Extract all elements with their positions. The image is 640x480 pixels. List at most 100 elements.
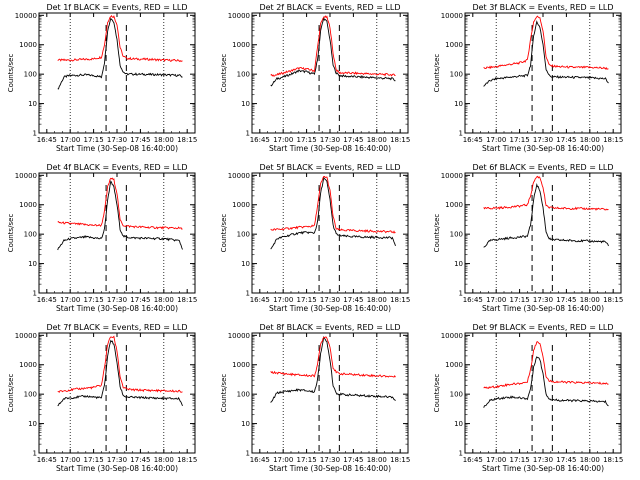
y-tick-label: 10000: [441, 172, 463, 180]
y-tick-label: 10000: [228, 12, 250, 20]
x-tick-label: 17:45: [343, 296, 363, 304]
y-tick-label: 1000: [232, 201, 250, 209]
x-tick-label: 16:45: [463, 136, 483, 144]
x-tick-label: 17:30: [107, 456, 127, 464]
panel-title: Det 7f BLACK = Events, RED = LLD: [46, 323, 187, 332]
lld-series-line: [484, 176, 609, 210]
x-tick-label: 17:00: [273, 136, 293, 144]
x-tick-label: 17:30: [320, 136, 340, 144]
x-tick-label: 17:30: [107, 296, 127, 304]
x-tick-label: 17:15: [510, 296, 530, 304]
x-tick-label: 16:45: [250, 296, 270, 304]
x-tick-label: 16:45: [37, 456, 57, 464]
events-series-line: [58, 19, 183, 89]
x-tick-label: 18:15: [177, 136, 197, 144]
x-tick-label: 17:15: [84, 136, 104, 144]
y-tick-label: 1: [33, 290, 37, 298]
x-tick-label: 18:15: [390, 136, 410, 144]
x-tick-label: 17:00: [273, 456, 293, 464]
y-tick-label: 1000: [445, 201, 463, 209]
x-tick-label: 17:30: [320, 296, 340, 304]
y-axis-label: Counts/sec: [220, 54, 228, 93]
x-tick-label: 17:00: [273, 296, 293, 304]
x-tick-label: 17:45: [130, 296, 150, 304]
y-tick-label: 10: [241, 420, 250, 428]
y-axis-label: Counts/sec: [433, 214, 441, 253]
y-tick-label: 100: [450, 71, 463, 79]
y-tick-label: 10000: [228, 172, 250, 180]
plot-frame: [39, 13, 195, 133]
y-tick-label: 10: [241, 100, 250, 108]
y-tick-label: 1: [459, 450, 463, 458]
panel-title: Det 5f BLACK = Events, RED = LLD: [259, 163, 400, 172]
y-tick-label: 10000: [441, 332, 463, 340]
x-tick-label: 17:15: [297, 136, 317, 144]
panel-title: Det 4f BLACK = Events, RED = LLD: [46, 163, 187, 172]
x-tick-label: 17:00: [486, 296, 506, 304]
x-tick-label: 17:15: [297, 296, 317, 304]
x-tick-label: 18:00: [367, 296, 387, 304]
detector-grid-figure: Det 1f BLACK = Events, RED = LLD16:45 17:…: [0, 0, 640, 480]
x-tick-label: 18:15: [390, 456, 410, 464]
panel-title: Det 2f BLACK = Events, RED = LLD: [259, 3, 400, 12]
y-tick-label: 1000: [19, 361, 37, 369]
plot-frame: [465, 333, 621, 453]
y-tick-label: 10000: [441, 12, 463, 20]
panel-det-9f: Det 9f BLACK = Events, RED = LLD16:45 17:…: [433, 323, 623, 473]
y-tick-label: 1: [246, 290, 250, 298]
y-tick-label: 100: [450, 231, 463, 239]
plot-frame: [252, 333, 408, 453]
x-tick-label: 17:15: [84, 296, 104, 304]
x-tick-label: 17:30: [533, 456, 553, 464]
x-tick-label: 18:15: [603, 296, 623, 304]
x-tick-label: 16:45: [37, 136, 57, 144]
y-axis-label: Counts/sec: [220, 374, 228, 413]
y-tick-label: 10: [241, 260, 250, 268]
panel-title: Det 6f BLACK = Events, RED = LLD: [472, 163, 613, 172]
x-axis-label: Start Time (30-Sep-08 16:40:00): [269, 464, 391, 473]
plot-frame: [39, 173, 195, 293]
x-tick-label: 16:45: [37, 296, 57, 304]
x-tick-label: 18:00: [154, 136, 174, 144]
x-tick-label: 17:00: [60, 456, 80, 464]
x-axis-label: Start Time (30-Sep-08 16:40:00): [56, 464, 178, 473]
y-tick-label: 1: [459, 130, 463, 138]
x-tick-label: 18:15: [177, 456, 197, 464]
y-axis-label: Counts/sec: [220, 214, 228, 253]
panel-title: Det 9f BLACK = Events, RED = LLD: [472, 323, 613, 332]
x-tick-label: 18:00: [367, 456, 387, 464]
x-tick-label: 17:00: [486, 456, 506, 464]
x-axis-label: Start Time (30-Sep-08 16:40:00): [482, 464, 604, 473]
x-tick-label: 18:00: [154, 456, 174, 464]
y-tick-label: 1: [246, 450, 250, 458]
y-tick-label: 100: [24, 231, 37, 239]
x-axis-label: Start Time (30-Sep-08 16:40:00): [482, 144, 604, 153]
x-tick-label: 17:45: [556, 456, 576, 464]
y-tick-label: 1000: [445, 361, 463, 369]
x-tick-label: 16:45: [463, 456, 483, 464]
y-axis-label: Counts/sec: [433, 374, 441, 413]
x-tick-label: 18:00: [154, 296, 174, 304]
y-tick-label: 100: [237, 71, 250, 79]
panel-title: Det 8f BLACK = Events, RED = LLD: [259, 323, 400, 332]
y-tick-label: 10: [28, 260, 37, 268]
x-tick-label: 17:45: [343, 136, 363, 144]
x-tick-label: 17:45: [556, 296, 576, 304]
y-tick-label: 10: [454, 260, 463, 268]
x-tick-label: 17:15: [510, 136, 530, 144]
x-tick-label: 18:00: [580, 456, 600, 464]
x-tick-label: 17:30: [533, 296, 553, 304]
y-tick-label: 10000: [15, 332, 37, 340]
y-tick-label: 1: [33, 450, 37, 458]
x-axis-label: Start Time (30-Sep-08 16:40:00): [269, 304, 391, 313]
x-tick-label: 17:45: [343, 456, 363, 464]
x-tick-label: 18:15: [177, 296, 197, 304]
y-axis-label: Counts/sec: [7, 214, 15, 253]
x-tick-label: 17:00: [60, 296, 80, 304]
x-tick-label: 17:15: [297, 456, 317, 464]
x-tick-label: 17:00: [60, 136, 80, 144]
x-tick-label: 16:45: [463, 296, 483, 304]
